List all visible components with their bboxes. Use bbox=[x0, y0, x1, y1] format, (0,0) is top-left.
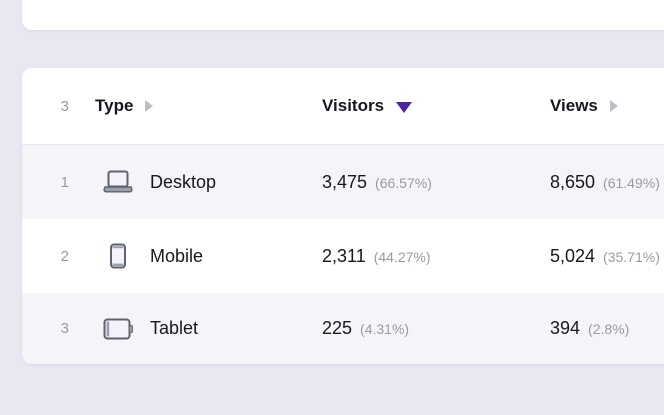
views-cell: 394 (2.8%) bbox=[550, 318, 664, 339]
triangle-right-icon bbox=[145, 100, 154, 112]
views-percent: (61.49%) bbox=[603, 174, 660, 191]
visitors-value: 3,475 bbox=[322, 171, 368, 192]
visitors-value: 225 bbox=[322, 318, 353, 338]
row-index: 2 bbox=[60, 247, 69, 265]
column-header-type[interactable]: Type bbox=[85, 96, 322, 116]
triangle-right-icon bbox=[609, 100, 618, 112]
views-value: 5,024 bbox=[550, 245, 596, 266]
visitors-cell: 3,475 (66.57%) bbox=[322, 172, 550, 193]
column-header-visitors[interactable]: Visitors bbox=[322, 96, 550, 116]
mobile-icon bbox=[103, 243, 133, 269]
desktop-icon bbox=[103, 170, 133, 194]
column-header-views[interactable]: Views bbox=[550, 96, 664, 116]
table-row[interactable]: 3 Tablet 225 (4.31%) 394 (2.8%) bbox=[22, 293, 664, 364]
visitors-percent: (66.57%) bbox=[375, 174, 432, 191]
visitors-value: 2,311 bbox=[322, 245, 366, 266]
row-index: 3 bbox=[60, 320, 69, 337]
visitors-cell: 225 (4.31%) bbox=[322, 318, 550, 339]
column-header-type-label: Type bbox=[95, 96, 134, 115]
visitors-cell: 2,311 (44.27%) bbox=[322, 246, 550, 267]
device-type-label: Desktop bbox=[150, 171, 217, 192]
views-cell: 5,024 (35.71%) bbox=[550, 246, 664, 267]
column-header-visitors-label: Visitors bbox=[322, 96, 385, 115]
visitors-percent: (4.31%) bbox=[360, 321, 410, 337]
views-percent: (2.8%) bbox=[588, 321, 630, 337]
views-value: 394 bbox=[550, 318, 581, 338]
views-value: 8,650 bbox=[550, 171, 596, 192]
table-row[interactable]: 2 Mobile 2,311 (44.27%) 5,024 (35.71%) bbox=[22, 219, 664, 293]
row-count: 3 bbox=[60, 97, 69, 115]
device-type-label: Tablet bbox=[150, 318, 199, 338]
triangle-down-icon bbox=[396, 101, 413, 113]
views-percent: (35.71%) bbox=[603, 248, 660, 265]
row-index: 1 bbox=[60, 173, 69, 191]
column-header-views-label: Views bbox=[550, 96, 598, 115]
table-header-row: 3 Type Visitors Views bbox=[22, 68, 664, 145]
views-cell: 8,650 (61.49%) bbox=[550, 172, 664, 193]
visitors-percent: (44.27%) bbox=[373, 248, 431, 265]
device-type-label: Mobile bbox=[150, 245, 204, 266]
tablet-icon bbox=[103, 318, 133, 340]
previous-card-bottom bbox=[22, 0, 664, 30]
table-row[interactable]: 1 Desktop 3,475 (66.57%) 8,650 (61.49%) bbox=[22, 145, 664, 219]
device-breakdown-table: 3 Type Visitors Views 1 bbox=[22, 68, 664, 364]
